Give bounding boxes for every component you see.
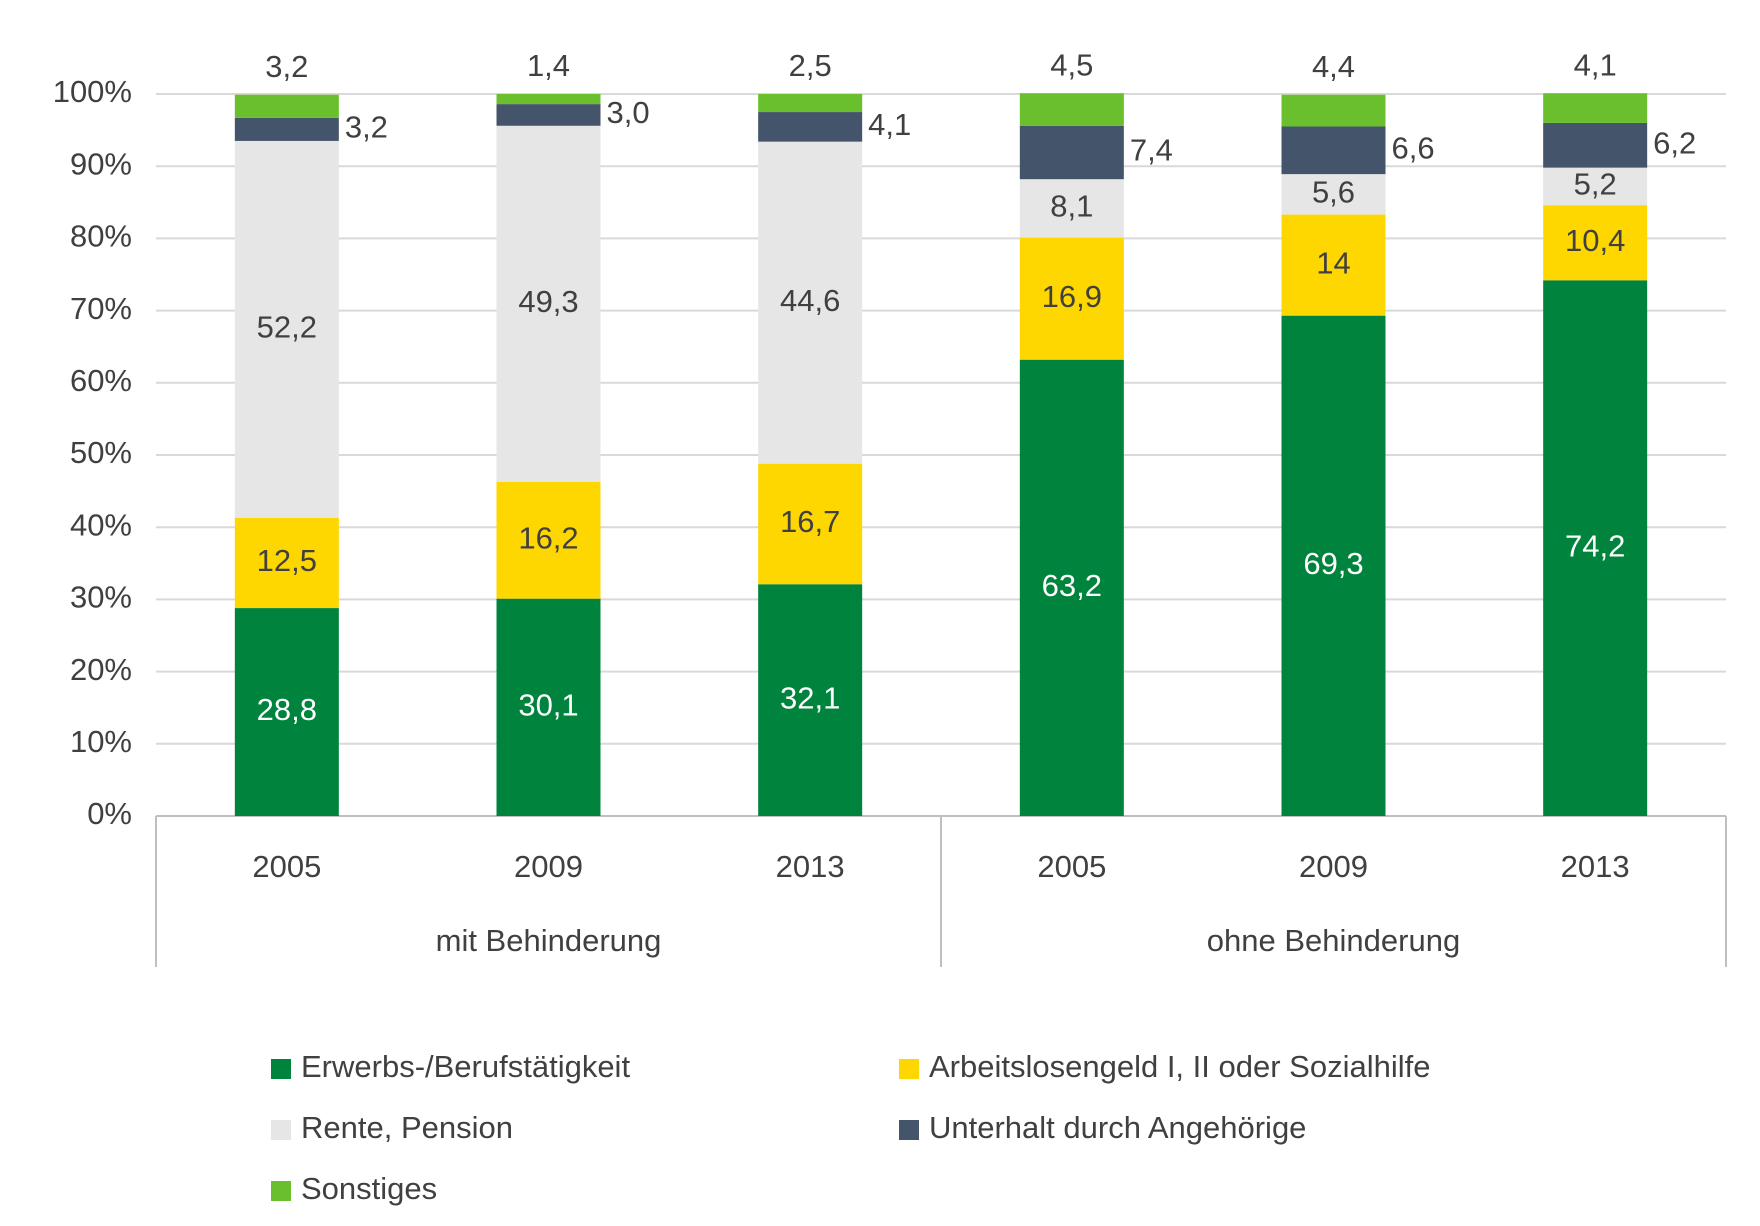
legend-label: Unterhalt durch Angehörige (929, 1110, 1306, 1145)
data-label: 12,5 (257, 543, 317, 578)
bar-segment (496, 125, 601, 482)
y-tick-label: 50% (70, 435, 132, 470)
bar-segment (1019, 237, 1124, 360)
y-tick-label: 10% (70, 724, 132, 759)
bar-segment (234, 94, 339, 118)
data-label: 4,4 (1312, 49, 1355, 84)
data-label: 74,2 (1565, 528, 1625, 563)
data-label: 3,2 (265, 49, 308, 84)
bar-segment (496, 94, 601, 105)
group-label: mit Behinderung (436, 923, 662, 958)
data-label: 6,6 (1392, 131, 1435, 166)
x-tick-label: 2005 (252, 849, 321, 884)
bar-segment (234, 517, 339, 609)
y-tick-label: 70% (70, 291, 132, 326)
data-label: 2,5 (789, 48, 832, 83)
data-label: 4,1 (1574, 47, 1617, 82)
data-label: 63,2 (1042, 568, 1102, 603)
y-tick-label: 30% (70, 580, 132, 615)
data-label: 6,2 (1653, 125, 1696, 160)
data-label: 16,2 (518, 520, 578, 555)
bar-segment (1543, 122, 1648, 168)
y-tick-label: 100% (53, 74, 132, 109)
data-label: 16,9 (1042, 279, 1102, 314)
y-tick-label: 40% (70, 507, 132, 542)
data-label: 28,8 (257, 692, 317, 727)
bar-segment (758, 584, 863, 816)
data-label: 30,1 (518, 688, 578, 723)
data-label: 52,2 (257, 310, 317, 345)
legend-swatch (271, 1120, 291, 1140)
bar-segment (1281, 174, 1386, 215)
bar-segment (758, 463, 863, 585)
data-label: 4,5 (1050, 47, 1093, 82)
data-label: 4,1 (868, 107, 911, 142)
bar-segment (758, 141, 863, 464)
x-tick-label: 2009 (1299, 849, 1368, 884)
bar-segment (1281, 94, 1386, 127)
bar-segment (496, 481, 601, 599)
data-label: 5,2 (1574, 167, 1617, 202)
legend-swatch (899, 1059, 919, 1079)
group-label: ohne Behinderung (1207, 923, 1460, 958)
bar-segment (1281, 214, 1386, 316)
bar-segment (1019, 179, 1124, 238)
bar-segment (1543, 93, 1648, 123)
data-label: 32,1 (780, 680, 840, 715)
data-label: 1,4 (527, 48, 570, 83)
bar-segment (496, 598, 601, 816)
y-tick-label: 0% (87, 796, 132, 831)
data-label: 14 (1316, 245, 1350, 280)
x-tick-label: 2013 (1561, 849, 1630, 884)
bar-segment (234, 140, 339, 518)
legend-label: Sonstiges (301, 1171, 437, 1206)
data-label: 8,1 (1050, 189, 1093, 224)
legend-label: Arbeitslosengeld I, II oder Sozialhilfe (929, 1049, 1430, 1084)
x-tick-label: 2013 (776, 849, 845, 884)
bar-segment (758, 94, 863, 113)
data-label: 3,2 (345, 110, 388, 145)
data-label: 16,7 (780, 504, 840, 539)
data-label: 49,3 (518, 284, 578, 319)
bar-segment (1543, 280, 1648, 816)
data-label: 69,3 (1303, 546, 1363, 581)
legend-swatch (899, 1120, 919, 1140)
y-tick-label: 80% (70, 219, 132, 254)
y-tick-label: 60% (70, 363, 132, 398)
legend-label: Erwerbs-/Berufstätigkeit (301, 1049, 630, 1084)
data-label: 44,6 (780, 283, 840, 318)
data-label: 7,4 (1130, 133, 1173, 168)
legend-swatch (271, 1181, 291, 1201)
bar-segment (1543, 167, 1648, 206)
bar-segment (234, 608, 339, 816)
bar-segment (234, 117, 339, 141)
data-label: 10,4 (1565, 223, 1625, 258)
bar-segment (758, 112, 863, 142)
data-label: 5,6 (1312, 175, 1355, 210)
y-tick-label: 20% (70, 652, 132, 687)
bar-segment (1019, 125, 1124, 180)
x-tick-label: 2005 (1037, 849, 1106, 884)
bar-segment (496, 104, 601, 126)
bar-segment (1281, 315, 1386, 816)
legend-swatch (271, 1059, 291, 1079)
bar-segment (1281, 126, 1386, 175)
bar-segment (1543, 205, 1648, 281)
data-label: 3,0 (607, 95, 650, 130)
bar-segment (1019, 359, 1124, 816)
legend-label: Rente, Pension (301, 1110, 513, 1145)
x-tick-label: 2009 (514, 849, 583, 884)
bar-segment (1019, 93, 1124, 126)
y-tick-label: 90% (70, 146, 132, 181)
